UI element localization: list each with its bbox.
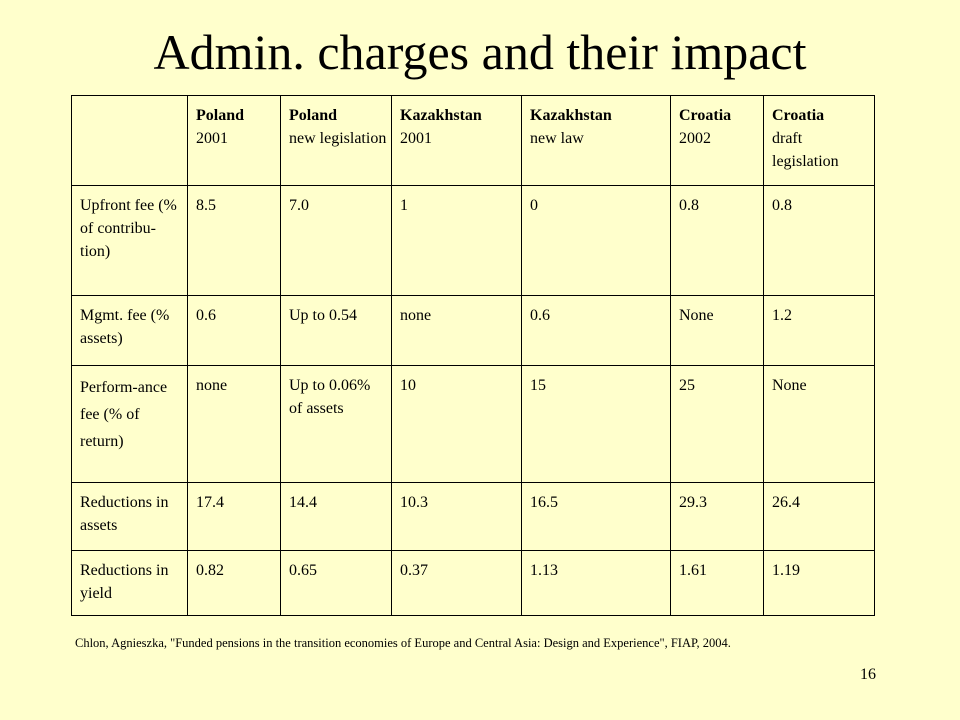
header-country: Poland bbox=[196, 107, 245, 124]
table-cell: none bbox=[187, 365, 281, 483]
table-cell: 0.8 bbox=[670, 185, 764, 296]
table-cell: 0.6 bbox=[187, 295, 281, 366]
table-cell: 25 bbox=[670, 365, 764, 483]
header-period: 2001 bbox=[400, 130, 432, 147]
page-number: 16 bbox=[860, 666, 876, 683]
header-cell: Croatia 2002 bbox=[670, 95, 764, 186]
table-cell: 1.19 bbox=[763, 550, 875, 616]
row-label: Perform-ance fee (% of return) bbox=[71, 365, 188, 483]
header-cell: Kazakhstan 2001 bbox=[391, 95, 522, 186]
table-cell: 0.6 bbox=[521, 295, 671, 366]
table-cell: 1.13 bbox=[521, 550, 671, 616]
table-cell: 17.4 bbox=[187, 482, 281, 551]
header-country: Kazakhstan bbox=[400, 107, 482, 124]
table-header-row: Poland 2001 Poland new legislation Kazakhs… bbox=[71, 95, 875, 186]
row-label: Mgmt. fee (% assets) bbox=[71, 295, 188, 366]
table-cell: 14.4 bbox=[280, 482, 392, 551]
table-cell: 1 bbox=[391, 185, 522, 296]
table-cell: 10.3 bbox=[391, 482, 522, 551]
header-period: 2002 bbox=[679, 130, 711, 147]
header-period: new law bbox=[530, 130, 584, 147]
table-cell: 1.2 bbox=[763, 295, 875, 366]
table-cell: 0.65 bbox=[280, 550, 392, 616]
table-cell: 8.5 bbox=[187, 185, 281, 296]
header-cell: Kazakhstan new law bbox=[521, 95, 671, 186]
table-cell: 0 bbox=[521, 185, 671, 296]
table-cell: 0.37 bbox=[391, 550, 522, 616]
header-corner-cell bbox=[71, 95, 188, 186]
table-row: Upfront fee (% of contribu-tion) 8.5 7.0… bbox=[71, 185, 875, 296]
header-cell: Poland 2001 bbox=[187, 95, 281, 186]
header-country: Croatia bbox=[679, 107, 732, 124]
table-cell: 1.61 bbox=[670, 550, 764, 616]
slide-title: Admin. charges and their impact bbox=[153, 24, 807, 80]
table-row: Reductions in assets 17.4 14.4 10.3 16.5… bbox=[71, 482, 875, 551]
table-cell: 16.5 bbox=[521, 482, 671, 551]
table-row: Mgmt. fee (% assets) 0.6 Up to 0.54 none… bbox=[71, 295, 875, 366]
table-cell: 7.0 bbox=[280, 185, 392, 296]
table-cell: None bbox=[763, 365, 875, 483]
table-cell: Up to 0.54 bbox=[280, 295, 392, 366]
table-cell: none bbox=[391, 295, 522, 366]
table-cell: None bbox=[670, 295, 764, 366]
header-country: Croatia bbox=[772, 107, 825, 124]
table-cell: 26.4 bbox=[763, 482, 875, 551]
admin-charges-table: Poland 2001 Poland new legislation Kazakhs… bbox=[71, 95, 875, 616]
table-cell: 0.8 bbox=[763, 185, 875, 296]
header-country: Kazakhstan bbox=[530, 107, 612, 124]
row-label: Upfront fee (% of contribu-tion) bbox=[71, 185, 188, 296]
source-citation: Chlon, Agnieszka, "Funded pensions in th… bbox=[75, 636, 731, 650]
row-label: Reductions in assets bbox=[71, 482, 188, 551]
table-row: Reductions in yield 0.82 0.65 0.37 1.13 … bbox=[71, 550, 875, 616]
header-country: Poland bbox=[289, 107, 338, 124]
header-period: draft legislation bbox=[772, 130, 839, 170]
table-cell: 10 bbox=[391, 365, 522, 483]
table-row: Perform-ance fee (% of return) none Up t… bbox=[71, 365, 875, 483]
table-cell: Up to 0.06% of assets bbox=[280, 365, 392, 483]
table-cell: 15 bbox=[521, 365, 671, 483]
header-cell: Poland new legislation bbox=[280, 95, 392, 186]
header-period: new legislation bbox=[289, 130, 387, 147]
table-cell: 29.3 bbox=[670, 482, 764, 551]
header-period: 2001 bbox=[196, 130, 228, 147]
row-label: Reductions in yield bbox=[71, 550, 188, 616]
table-cell: 0.82 bbox=[187, 550, 281, 616]
header-cell: Croatia draft legislation bbox=[763, 95, 875, 186]
